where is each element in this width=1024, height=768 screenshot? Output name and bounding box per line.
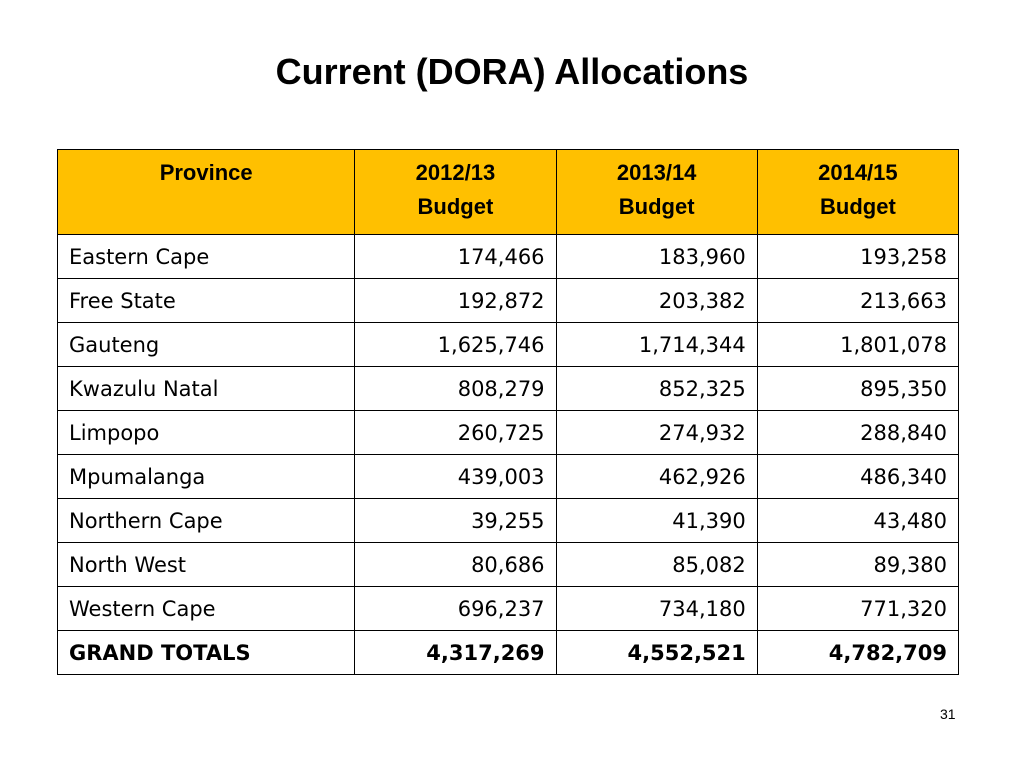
budget-2014-15-cell: 89,380 <box>756 542 960 587</box>
budget-2012-13-cell: 39,255 <box>354 498 557 543</box>
budget-2013-14-cell: 1,714,344 <box>555 322 758 367</box>
budget-2014-15-cell: 213,663 <box>756 278 960 323</box>
province-cell: Free State <box>56 278 356 323</box>
budget-2014-15-cell: 486,340 <box>756 454 960 499</box>
budget-2012-13-cell: 1,625,746 <box>354 322 557 367</box>
budget-2014-15-cell: 193,258 <box>756 234 960 279</box>
column-header-sublabel: Budget <box>417 194 494 219</box>
budget-2014-15-cell: 43,480 <box>756 498 960 543</box>
grand-totals-row: GRAND TOTALS 4,317,269 4,552,521 4,782,7… <box>56 630 960 675</box>
budget-2013-14-cell: 274,932 <box>555 410 758 455</box>
table-header-row: Province 2012/13 Budget 2013/14 Budget 2… <box>56 149 960 235</box>
province-cell: Gauteng <box>56 322 356 367</box>
total-2012-13-cell: 4,317,269 <box>354 630 557 675</box>
budget-2012-13-cell: 174,466 <box>354 234 557 279</box>
column-header-label: Province <box>159 160 253 185</box>
page-number: 31 <box>940 706 956 722</box>
province-cell: Limpopo <box>56 410 356 455</box>
province-cell: North West <box>56 542 356 587</box>
table-row: Free State 192,872 203,382 213,663 <box>56 278 960 323</box>
column-header-2012-13: 2012/13 Budget <box>354 149 557 235</box>
province-cell: Northern Cape <box>56 498 356 543</box>
budget-2014-15-cell: 895,350 <box>756 366 960 411</box>
column-header-sublabel: Budget <box>618 194 695 219</box>
budget-2013-14-cell: 203,382 <box>555 278 758 323</box>
slide-title: Current (DORA) Allocations <box>275 51 749 92</box>
column-header-sublabel: Budget <box>820 194 896 219</box>
budget-2013-14-cell: 85,082 <box>555 542 758 587</box>
table-row: North West 80,686 85,082 89,380 <box>56 542 960 587</box>
budget-2014-15-cell: 1,801,078 <box>756 322 960 367</box>
budget-2013-14-cell: 852,325 <box>555 366 758 411</box>
total-2014-15-cell: 4,782,709 <box>756 630 960 675</box>
budget-2014-15-cell: 771,320 <box>756 586 960 631</box>
column-header-label: 2012/13 <box>415 160 496 185</box>
budget-2013-14-cell: 41,390 <box>555 498 758 543</box>
province-cell: Mpumalanga <box>56 454 356 499</box>
budget-2012-13-cell: 439,003 <box>354 454 557 499</box>
budget-2012-13-cell: 80,686 <box>354 542 557 587</box>
budget-2012-13-cell: 260,725 <box>354 410 557 455</box>
province-cell: Eastern Cape <box>56 234 356 279</box>
table-row: Limpopo 260,725 274,932 288,840 <box>56 410 960 455</box>
allocations-table: Province 2012/13 Budget 2013/14 Budget 2… <box>56 149 960 675</box>
table-row: Gauteng 1,625,746 1,714,344 1,801,078 <box>56 322 960 367</box>
table-row: Kwazulu Natal 808,279 852,325 895,350 <box>56 366 960 411</box>
column-header-2013-14: 2013/14 Budget <box>555 149 758 235</box>
column-header-label: 2014/15 <box>818 160 898 185</box>
budget-2012-13-cell: 696,237 <box>354 586 557 631</box>
province-cell: Kwazulu Natal <box>56 366 356 411</box>
table-row: Eastern Cape 174,466 183,960 193,258 <box>56 234 960 279</box>
budget-2014-15-cell: 288,840 <box>756 410 960 455</box>
province-cell: GRAND TOTALS <box>56 630 356 675</box>
budget-2013-14-cell: 462,926 <box>555 454 758 499</box>
budget-2013-14-cell: 183,960 <box>555 234 758 279</box>
budget-2012-13-cell: 192,872 <box>354 278 557 323</box>
column-header-label: 2013/14 <box>616 160 697 185</box>
column-header-2014-15: 2014/15 Budget <box>756 149 960 235</box>
province-cell: Western Cape <box>56 586 356 631</box>
table-row: Western Cape 696,237 734,180 771,320 <box>56 586 960 631</box>
table-row: Mpumalanga 439,003 462,926 486,340 <box>56 454 960 499</box>
budget-2012-13-cell: 808,279 <box>354 366 557 411</box>
budget-2013-14-cell: 734,180 <box>555 586 758 631</box>
total-2013-14-cell: 4,552,521 <box>555 630 758 675</box>
column-header-province: Province <box>56 149 356 235</box>
table-row: Northern Cape 39,255 41,390 43,480 <box>56 498 960 543</box>
